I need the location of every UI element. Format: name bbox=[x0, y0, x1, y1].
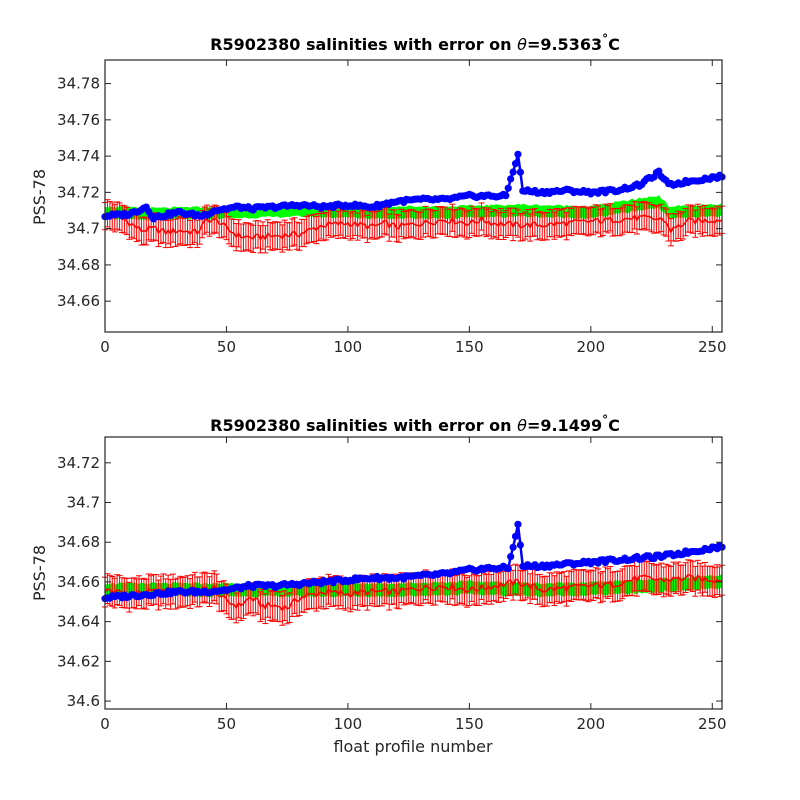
float-salinity-point bbox=[514, 520, 522, 528]
float-salinity-point bbox=[511, 532, 520, 540]
title-prefix: R5902380 salinities with error on bbox=[210, 416, 517, 435]
mapped-salinity-line bbox=[104, 573, 723, 612]
plot-area: 0 50 100 150 200 250 34.66 34.68 34.7 34.72 34.74 3… bbox=[57, 59, 727, 356]
y-tick-label: 34.76 bbox=[57, 111, 100, 129]
x-tick-label: 50 bbox=[217, 715, 236, 733]
x-tick-label: 0 bbox=[100, 338, 110, 356]
title-theta-symbol: θ bbox=[517, 35, 527, 54]
float-salinity-markers bbox=[101, 150, 726, 223]
float-salinity-point bbox=[504, 565, 512, 573]
x-tick-label: 150 bbox=[455, 338, 484, 356]
y-tick-label: 34.7 bbox=[67, 494, 100, 512]
y-tick-label: 34.68 bbox=[57, 533, 100, 551]
title-suffix: C bbox=[608, 416, 620, 435]
title-suffix: C bbox=[608, 35, 620, 54]
float-salinity-point bbox=[655, 167, 663, 175]
float-salinity-point bbox=[509, 168, 517, 176]
float-salinity-point bbox=[511, 160, 520, 168]
x-tick-label: 50 bbox=[217, 338, 236, 356]
axes-frame bbox=[104, 59, 723, 333]
y-tick-label: 34.72 bbox=[57, 183, 100, 201]
y-tick-label: 34.6 bbox=[67, 692, 100, 710]
y-axis-label: PSS-78 bbox=[30, 169, 49, 225]
float-salinity-point bbox=[507, 175, 515, 183]
x-tick-label: 0 bbox=[100, 715, 110, 733]
chart-title: R5902380 salinities with error on θ=9.14… bbox=[210, 413, 620, 435]
y-tick-label: 34.62 bbox=[57, 652, 100, 670]
x-tick-label: 100 bbox=[334, 715, 363, 733]
title-theta-symbol: θ bbox=[517, 416, 527, 435]
x-tick-label: 250 bbox=[698, 715, 727, 733]
x-tick-label: 100 bbox=[334, 338, 363, 356]
top-salinity-chart: R5902380 salinities with error on θ=9.53… bbox=[30, 32, 727, 356]
mapped-salinity-line bbox=[104, 212, 723, 241]
title-degree-mark: ° bbox=[602, 413, 608, 427]
float-salinity-point bbox=[514, 150, 522, 158]
bottom-salinity-chart: R5902380 salinities with error on θ=9.14… bbox=[30, 413, 727, 733]
float-salinity-point bbox=[507, 553, 515, 561]
plot-area: 0 50 100 150 200 250 34.6 34.62 34.64 34.66 34.68 3… bbox=[57, 436, 727, 733]
x-tick-label: 200 bbox=[577, 338, 606, 356]
title-theta-value: =9.5363 bbox=[527, 35, 602, 54]
y-axis-label: PSS-78 bbox=[30, 545, 49, 601]
y-tick-label: 34.74 bbox=[57, 147, 100, 165]
float-salinity-point bbox=[504, 184, 512, 192]
x-tick-label: 200 bbox=[577, 715, 606, 733]
y-tick-label: 34.64 bbox=[57, 613, 100, 631]
y-tick-label: 34.7 bbox=[67, 220, 100, 238]
title-theta-value: =9.1499 bbox=[527, 416, 602, 435]
axes-frame bbox=[104, 436, 723, 710]
float-salinity-point bbox=[502, 192, 510, 200]
float-salinity-markers bbox=[101, 520, 726, 603]
y-tick-label: 34.68 bbox=[57, 256, 100, 274]
chart-title: R5902380 salinities with error on θ=9.53… bbox=[210, 32, 620, 54]
float-salinity-point bbox=[509, 543, 517, 551]
y-tick-label: 34.66 bbox=[57, 573, 100, 591]
title-degree-mark: ° bbox=[602, 32, 608, 46]
x-tick-label: 150 bbox=[455, 715, 484, 733]
x-tick-label: 250 bbox=[698, 338, 727, 356]
title-prefix: R5902380 salinities with error on bbox=[210, 35, 517, 54]
y-tick-label: 34.78 bbox=[57, 75, 100, 93]
x-axis-label: float profile number bbox=[333, 737, 493, 756]
y-tick-label: 34.72 bbox=[57, 454, 100, 472]
y-tick-label: 34.66 bbox=[57, 292, 100, 310]
float-salinity-point bbox=[516, 168, 524, 176]
float-salinity-point bbox=[516, 541, 524, 549]
